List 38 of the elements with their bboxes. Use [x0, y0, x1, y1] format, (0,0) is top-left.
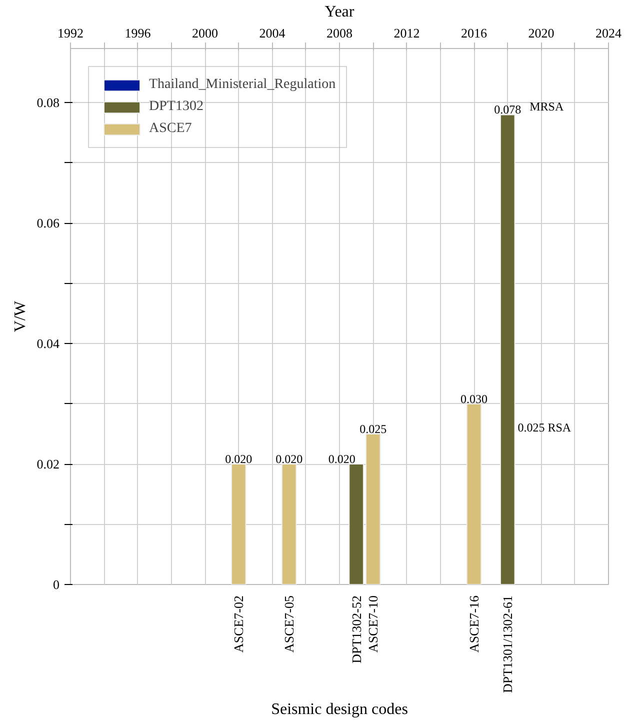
annotation: DPT1302-52 [348, 596, 364, 664]
annotation: DPT1301/1302-61 [500, 596, 516, 693]
annotation: 0.025 RSA [518, 420, 572, 434]
x-tick-label: 2008 [326, 26, 352, 40]
y-tick-label: 0.02 [36, 456, 60, 472]
x-tick-label: 2000 [192, 26, 218, 40]
x-tick-label: 2024 [596, 26, 622, 40]
data-label: 0.078 [494, 102, 522, 117]
annotation: ASCE7-10 [366, 595, 381, 653]
bar [281, 464, 297, 584]
x-tick-label: 2012 [394, 26, 420, 40]
data-label: 0.025 [360, 422, 387, 436]
legend-label: DPT1302 [149, 99, 204, 115]
bar [466, 403, 482, 584]
annotation: ASCE7-05 [282, 595, 297, 653]
bar [230, 464, 246, 584]
data-label: 0.020 [276, 452, 303, 466]
data-label: 0.030 [460, 392, 488, 406]
x-tick-label: 2004 [259, 26, 286, 40]
x-tick-label: 1992 [58, 26, 84, 40]
data-label: 0.020 [328, 452, 356, 466]
y-tick-label: 0.04 [36, 336, 60, 352]
y-tick-label: 0.06 [36, 216, 60, 231]
annotation: ASCE7-02 [231, 595, 246, 653]
text: Seismic design codes [271, 701, 408, 718]
data-label: 0.020 [225, 452, 252, 466]
annotation: ASCE7-16 [466, 595, 482, 653]
bar [500, 114, 516, 584]
legend-label: Thailand_Ministerial_Regulation [149, 77, 336, 93]
legend-label: ASCE7 [149, 121, 192, 137]
x-tick-label: 2016 [461, 26, 488, 40]
y-tick-label: 0 [53, 577, 60, 592]
x-axis-title: Year [324, 4, 355, 20]
y-tick-label: 0.08 [36, 95, 60, 110]
x-tick-label: 1996 [124, 26, 152, 40]
y-axis-title: V/W [12, 300, 29, 332]
x-tick-label: 2020 [528, 26, 554, 40]
annotation: MRSA [530, 100, 564, 114]
